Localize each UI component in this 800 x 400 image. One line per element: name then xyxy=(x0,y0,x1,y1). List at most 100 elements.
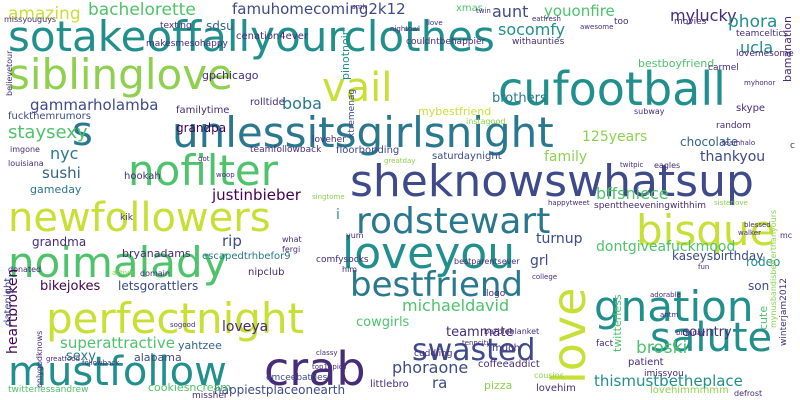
word: what xyxy=(282,235,302,244)
word: cufootball xyxy=(498,62,726,116)
word: son xyxy=(748,279,770,293)
word: loveher xyxy=(312,135,346,145)
word: happiestplaceonearth xyxy=(214,383,346,397)
word: singtome xyxy=(312,193,345,201)
word: fun xyxy=(698,263,710,271)
word: myhonor xyxy=(744,79,776,87)
word: much xyxy=(492,343,520,354)
word: teamceltics xyxy=(736,29,789,39)
word: patient xyxy=(628,357,664,368)
word: bachelorette xyxy=(88,0,196,20)
word: fergi xyxy=(282,245,301,254)
word: cookiesncream xyxy=(148,381,231,394)
word: imissyou xyxy=(644,369,684,379)
word: classy xyxy=(316,349,338,357)
word: nightowl xyxy=(390,25,420,33)
word: s xyxy=(72,109,93,155)
word: pinotnoir xyxy=(339,30,352,80)
word: c xyxy=(790,141,795,151)
word: cenation4ever xyxy=(236,31,308,42)
word: mc xyxy=(780,231,793,240)
word: datenight xyxy=(3,277,14,326)
word: happytweet xyxy=(548,199,590,207)
word: bffsniece xyxy=(596,184,669,203)
word: sisterlove xyxy=(714,199,748,207)
word: twitterlessandrew xyxy=(8,385,89,395)
word: swasted xyxy=(412,333,536,368)
word: carmel xyxy=(708,63,739,73)
word: twitterless xyxy=(611,294,624,352)
word: broski xyxy=(636,338,688,358)
word: loveya xyxy=(222,319,269,335)
word: domain xyxy=(140,269,170,278)
word: aunt xyxy=(492,2,529,21)
word: i xyxy=(336,207,340,223)
word: cousins xyxy=(534,371,564,380)
word: makesmesohappy xyxy=(146,39,228,49)
word: mustfollow xyxy=(8,349,227,395)
word: sushi xyxy=(42,164,81,182)
word: lovemesome xyxy=(736,49,794,59)
word: bestparentsever xyxy=(454,257,520,266)
word: brothers xyxy=(492,91,547,106)
word: believetour xyxy=(5,50,14,96)
word: comfysocks xyxy=(316,255,369,265)
word: rodstewart xyxy=(356,201,551,242)
word: defrost xyxy=(734,389,763,398)
word: crab xyxy=(264,342,366,396)
word: noimalady xyxy=(8,238,228,287)
word: emceebattles xyxy=(266,373,328,383)
word: tenncity xyxy=(462,339,491,347)
word: famuhomecoming2k12 xyxy=(232,0,406,18)
word: xtremenag xyxy=(347,88,357,138)
word: phora xyxy=(728,12,778,32)
word: phoraone xyxy=(392,358,469,377)
word: alabama xyxy=(134,351,182,364)
word: random xyxy=(716,121,751,131)
word: xmas xyxy=(456,3,483,14)
word: staysexy xyxy=(8,122,88,143)
word: donated xyxy=(8,265,42,274)
word: instagood xyxy=(466,117,506,126)
word: dontgiveafuckmood xyxy=(596,239,736,255)
word: michaeldavid xyxy=(402,296,510,315)
word: bisque xyxy=(636,206,776,255)
word: eagles xyxy=(654,161,681,170)
word: top10pics xyxy=(312,363,347,371)
word: yum xyxy=(346,231,364,240)
word: youonfire xyxy=(544,2,615,20)
word: bestboyfriend xyxy=(638,57,715,70)
word: greatfood xyxy=(46,355,80,363)
word: gameday xyxy=(30,183,82,196)
word: nofilter xyxy=(128,146,279,195)
word: missyouguys xyxy=(4,15,57,24)
word: gammarholamba xyxy=(30,96,159,114)
word: chocolate xyxy=(680,135,739,149)
word: sdsu xyxy=(206,19,234,33)
word: familytime xyxy=(176,105,230,116)
word: twin xyxy=(476,7,491,15)
word: letsgorattlers xyxy=(118,279,199,293)
word: country xyxy=(682,325,732,340)
word: antm xyxy=(660,311,679,319)
word: teammate xyxy=(446,325,514,340)
word: adorable xyxy=(650,291,681,299)
word: twitpic xyxy=(620,161,644,169)
word: awesome xyxy=(580,23,614,31)
word: justinbieber xyxy=(212,186,301,204)
word: blessed xyxy=(744,221,771,229)
word: greatday xyxy=(384,157,416,165)
word: thismustbetheplace xyxy=(594,372,743,390)
word: newfollowers xyxy=(8,195,271,241)
word: college xyxy=(532,273,558,281)
word: birthday xyxy=(676,329,706,337)
word: gpchicago xyxy=(202,69,259,82)
word: louisiana xyxy=(8,159,44,168)
word: bikejokes xyxy=(40,279,101,294)
word: superattractive xyxy=(60,334,175,352)
word: grandma xyxy=(32,235,87,249)
word: escapedtrhbefor9 xyxy=(202,251,291,262)
word: nyc xyxy=(50,144,79,163)
word: cuddling xyxy=(414,349,453,359)
word: vail xyxy=(322,65,393,111)
